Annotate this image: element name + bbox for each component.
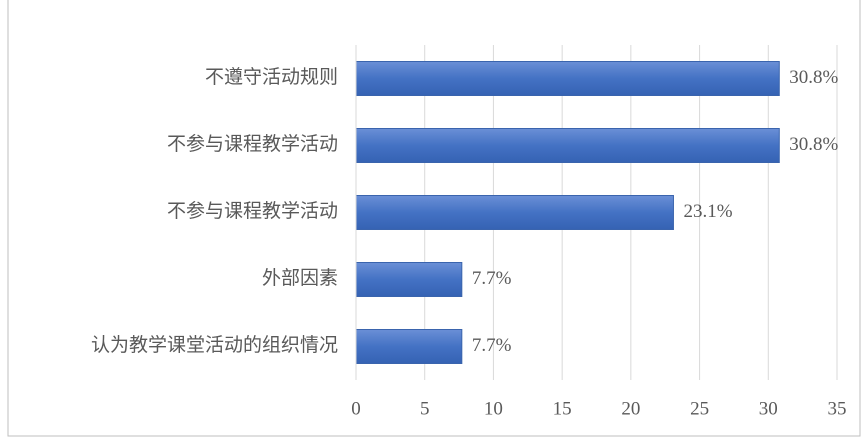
x-tick-label: 20 [621,398,640,419]
x-tick-label: 15 [553,398,572,419]
y-tick-label: 不参与课程教学活动 [167,133,338,155]
x-tick-label: 25 [690,398,709,419]
bar [355,195,674,230]
bar [355,61,780,96]
value-label: 23.1% [683,201,732,222]
value-label: 30.8% [789,67,838,88]
y-tick-label: 不遵守活动规则 [205,66,338,88]
y-tick-label: 外部因素 [262,267,338,289]
bar [355,262,463,297]
value-label: 7.7% [472,335,512,356]
bar [355,329,463,364]
y-tick-label: 认为教学课堂活动的组织情况 [91,334,338,356]
x-tick-label: 30 [759,398,778,419]
chart-frame [7,0,861,437]
bar [355,128,780,163]
value-label: 7.7% [472,268,512,289]
value-label: 30.8% [789,134,838,155]
x-tick-label: 5 [420,398,430,419]
y-tick-label: 不参与课程教学活动 [167,200,338,222]
x-tick-label: 35 [828,398,847,419]
x-tick-label: 0 [351,398,361,419]
x-tick-label: 10 [484,398,503,419]
